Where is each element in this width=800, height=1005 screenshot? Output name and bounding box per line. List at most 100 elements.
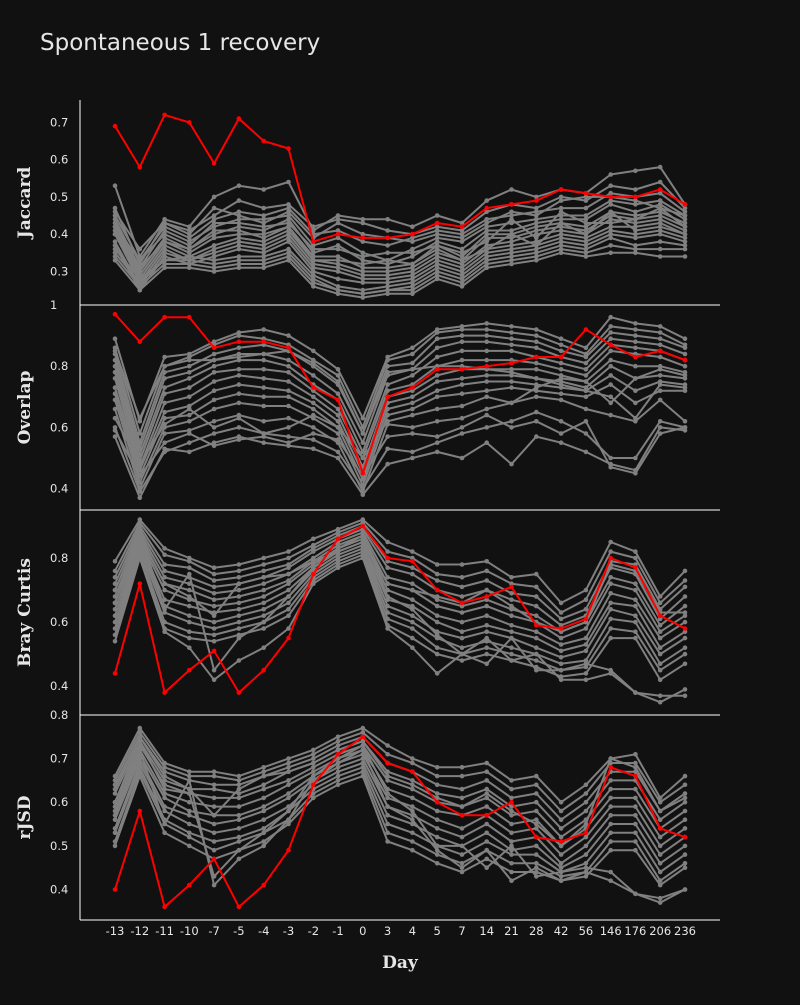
series-grey-3 bbox=[112, 523, 688, 622]
y-axis-label: Overlap bbox=[15, 370, 35, 444]
series-grey-15-point bbox=[162, 220, 167, 226]
series-grey-4-point bbox=[162, 376, 167, 381]
panel-1: 0.3 0.4 0.5 0.6 0.7 Jaccard bbox=[15, 100, 720, 306]
series-grey-3-point bbox=[162, 562, 167, 567]
y-tick-label: 1 bbox=[50, 298, 57, 312]
series-grey-13-point bbox=[162, 629, 167, 634]
x-tick-label: 56 bbox=[579, 924, 594, 938]
series-grey-11-point bbox=[434, 645, 440, 650]
series-red-point bbox=[162, 690, 167, 695]
series-grey-4-point bbox=[311, 549, 316, 554]
series-grey-3-point bbox=[682, 584, 688, 590]
panel-4: 0.4 0.5 0.6 0.7 0.8 rJSD bbox=[15, 708, 720, 921]
series-grey-16-point bbox=[137, 474, 143, 479]
series-grey-5-point bbox=[633, 581, 638, 586]
series-red bbox=[112, 311, 688, 476]
series-grey-13-point bbox=[112, 808, 118, 814]
series-grey-16-point bbox=[583, 220, 589, 226]
series-grey-12-point bbox=[484, 651, 490, 657]
series-grey-14-point bbox=[484, 865, 490, 870]
series-grey-14-point bbox=[459, 843, 465, 849]
series-grey-4-point bbox=[112, 581, 118, 586]
series-grey-9-point bbox=[261, 607, 267, 612]
series-grey-4-point bbox=[360, 440, 366, 446]
series-grey-7-point bbox=[311, 394, 316, 400]
series-grey-5-point bbox=[534, 613, 539, 618]
series-grey-10-point bbox=[187, 830, 192, 836]
series-grey-9-point bbox=[187, 613, 192, 618]
series-grey-5-point bbox=[410, 786, 415, 792]
series-grey-8-point bbox=[261, 600, 267, 606]
series-grey-3-point bbox=[583, 205, 589, 211]
series-grey-11-point bbox=[286, 607, 291, 612]
series-grey-3-point bbox=[187, 565, 192, 570]
series-grey-15-point bbox=[385, 581, 390, 586]
series-grey-14-point bbox=[633, 415, 638, 421]
series-grey-12 bbox=[112, 409, 688, 494]
series-grey-13-point bbox=[261, 645, 267, 650]
series-grey-13-point bbox=[286, 254, 291, 259]
series-grey-1-point bbox=[335, 526, 341, 532]
series-grey-3-point bbox=[509, 795, 514, 801]
series-grey-5-point bbox=[162, 575, 167, 580]
series-grey-12-line bbox=[114, 553, 686, 681]
series-grey-16-point bbox=[311, 431, 316, 436]
series-red-point bbox=[162, 112, 167, 118]
series-grey-6-point bbox=[187, 587, 192, 593]
series-grey-5-point bbox=[286, 778, 291, 783]
series-grey-1-point bbox=[286, 756, 291, 761]
series-grey-12-point bbox=[261, 258, 267, 263]
y-axis-label: Bray Curtis bbox=[15, 558, 35, 667]
y-tick-label: 0.6 bbox=[50, 420, 68, 434]
series-red-point bbox=[608, 194, 613, 200]
series-grey-13-point bbox=[434, 449, 440, 455]
series-grey-15-point bbox=[261, 220, 267, 226]
series-grey-12-point bbox=[583, 874, 589, 879]
series-grey-9-point bbox=[335, 269, 341, 274]
series-grey-11-point bbox=[211, 258, 217, 263]
series-grey-12-point bbox=[360, 773, 366, 779]
series-red-point bbox=[360, 523, 366, 529]
series-grey-14-point bbox=[558, 250, 564, 256]
series-grey-3-point bbox=[385, 363, 390, 369]
series-grey-3-point bbox=[484, 333, 490, 338]
series-grey-10-point bbox=[583, 239, 589, 244]
series-red-point bbox=[534, 834, 539, 840]
series-grey-2-point bbox=[534, 205, 539, 211]
series-grey-7-point bbox=[509, 235, 514, 241]
chart-title: Spontaneous 1 recovery bbox=[40, 30, 320, 56]
series-grey-2-point bbox=[583, 198, 589, 203]
series-grey-17-point bbox=[311, 258, 316, 263]
series-grey-3-point bbox=[509, 591, 514, 596]
series-grey-12-point bbox=[335, 782, 341, 788]
series-grey-7-point bbox=[434, 613, 440, 618]
series-grey-1 bbox=[112, 725, 688, 805]
series-grey-5-point bbox=[484, 597, 490, 602]
series-grey-14-point bbox=[311, 773, 316, 779]
series-grey-10-point bbox=[633, 619, 638, 625]
series-grey-14-point bbox=[286, 258, 291, 263]
series-grey-17 bbox=[112, 209, 688, 271]
series-red-point bbox=[633, 773, 638, 779]
series-grey-15-point bbox=[657, 367, 663, 372]
series-grey-4-point bbox=[534, 603, 539, 609]
series-grey-14-point bbox=[509, 261, 514, 267]
series-grey-4-point bbox=[583, 213, 589, 218]
series-grey-6-point bbox=[682, 613, 688, 618]
series-grey-3-point bbox=[410, 235, 415, 241]
series-grey-4-point bbox=[509, 342, 514, 348]
y-tick-label: 0.3 bbox=[50, 264, 68, 278]
series-grey-13-point bbox=[657, 895, 663, 901]
series-grey-12-point bbox=[360, 486, 366, 491]
series-grey-7-point bbox=[558, 224, 564, 229]
series-grey-13-point bbox=[410, 817, 415, 822]
series-grey-15 bbox=[112, 734, 688, 849]
series-grey-2-point bbox=[261, 205, 267, 211]
panel-2: 0.4 0.6 0.8 1 Overlap bbox=[15, 298, 720, 511]
series-grey-8-point bbox=[335, 419, 341, 424]
series-grey-10-point bbox=[682, 235, 688, 241]
series-grey-1-point bbox=[112, 559, 118, 564]
series-red-point bbox=[137, 339, 143, 345]
series-grey-7-point bbox=[385, 795, 390, 801]
series-grey-1-point bbox=[484, 321, 490, 326]
